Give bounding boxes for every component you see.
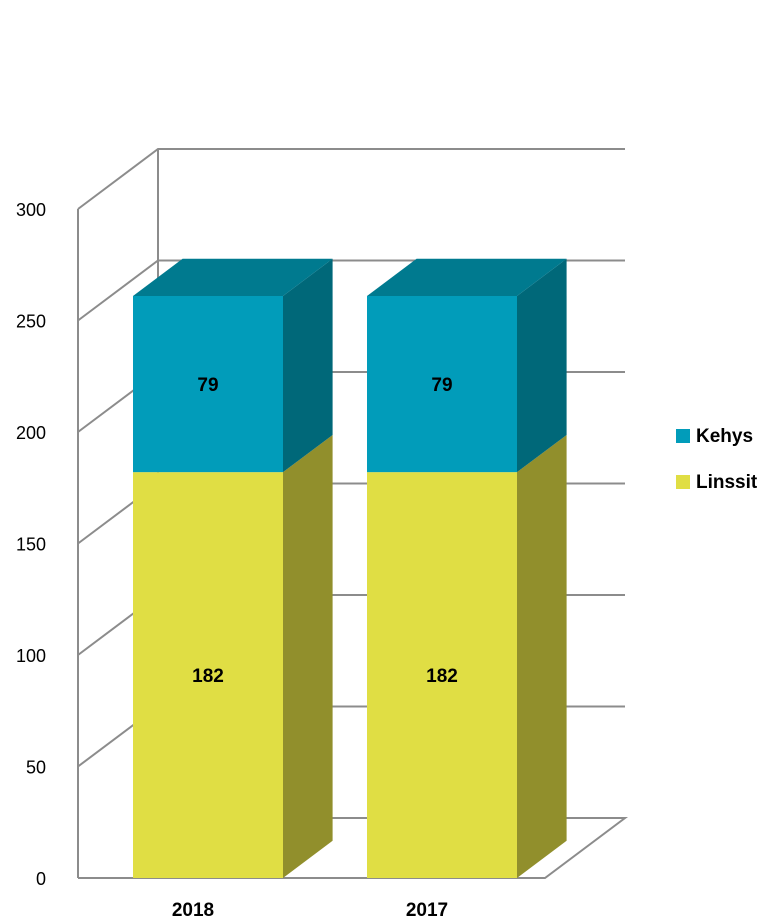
bar-stack (133, 258, 333, 878)
bar-segment (133, 472, 283, 878)
bar-segment-side (283, 258, 333, 473)
bar-top (133, 258, 333, 296)
y-tick-label: 250 (16, 312, 46, 332)
legend: Kehys Linssit (676, 426, 758, 493)
y-tick-label: 300 (16, 200, 46, 220)
y-tick-label: 0 (36, 869, 46, 889)
bar-segment (367, 472, 517, 878)
data-labels: 182 79 182 79 (192, 375, 458, 687)
x-axis-category-labels: 2018 2017 (172, 900, 448, 921)
bar-segment-side (517, 258, 567, 473)
legend-label: Kehys (696, 426, 753, 447)
legend-label: Linssit (696, 472, 758, 493)
data-label: 182 (426, 666, 458, 687)
bar-segment-side (517, 434, 567, 878)
bar-stack (367, 258, 567, 878)
y-tick-label: 200 (16, 423, 46, 443)
data-label: 182 (192, 666, 224, 687)
y-axis-tick-labels: 0 50 100 150 200 250 300 (16, 200, 46, 889)
legend-swatch (676, 429, 690, 443)
bar-segment-side (283, 434, 333, 878)
y-tick-label: 50 (26, 758, 46, 778)
data-label: 79 (431, 375, 452, 396)
y-tick-label: 150 (16, 535, 46, 555)
y-tick-label: 100 (16, 646, 46, 666)
bars (133, 258, 567, 878)
bar-segment (367, 295, 517, 473)
data-label: 79 (197, 375, 218, 396)
bar-top (367, 258, 567, 296)
x-tick-label: 2017 (406, 900, 448, 921)
bar-segment (133, 295, 283, 473)
gridline (77, 148, 625, 210)
legend-swatch (676, 475, 690, 489)
x-tick-label: 2018 (172, 900, 214, 921)
